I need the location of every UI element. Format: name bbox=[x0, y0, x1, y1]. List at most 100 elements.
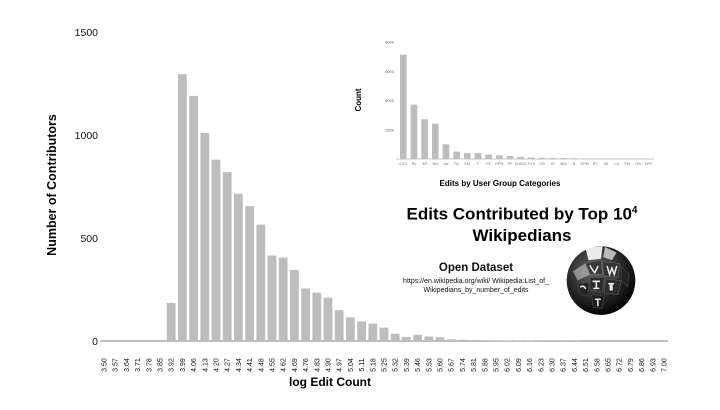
x-tick-label: 4.62 bbox=[281, 358, 288, 372]
inset-x-tick-label: MM bbox=[560, 162, 566, 166]
y-tick-label: 1500 bbox=[75, 27, 99, 39]
histogram-bar bbox=[424, 336, 433, 341]
x-tick-label: 3.85 bbox=[158, 358, 165, 372]
x-tick-label: 3.92 bbox=[169, 358, 176, 372]
x-tick-label: 5.81 bbox=[471, 358, 478, 372]
x-tick-label: 6.51 bbox=[583, 358, 590, 372]
inset-bar bbox=[581, 158, 588, 159]
histogram-bar bbox=[469, 340, 478, 341]
histogram-bar bbox=[335, 310, 344, 341]
x-tick-label: 6.02 bbox=[505, 358, 512, 372]
inset-bar bbox=[443, 144, 450, 159]
x-tick-label: 4.55 bbox=[270, 358, 277, 372]
inset-x-tick-label: EPM bbox=[581, 162, 589, 166]
x-tick-label: 6.09 bbox=[516, 358, 523, 372]
histogram-bar bbox=[178, 74, 187, 341]
inset-bar bbox=[432, 124, 439, 159]
histogram-bar bbox=[268, 256, 277, 341]
inset-x-tick-label: SYS bbox=[528, 162, 536, 166]
title-exponent: 4 bbox=[632, 205, 638, 216]
x-tick-label: 5.18 bbox=[370, 358, 377, 372]
inset-bar bbox=[549, 158, 556, 159]
x-tick-label: 4.48 bbox=[258, 358, 265, 372]
inset-x-tick-label: EXC bbox=[399, 162, 407, 166]
inset-x-tick-label: IM bbox=[604, 162, 608, 166]
y-tick-label: 500 bbox=[80, 233, 98, 245]
x-tick-label: 4.97 bbox=[337, 358, 344, 372]
inset-x-tick-label: Cu bbox=[614, 162, 619, 166]
x-tick-label: 5.11 bbox=[359, 358, 366, 371]
histogram-bar bbox=[256, 225, 265, 341]
inset-bars bbox=[400, 55, 652, 159]
x-tick-label: 5.95 bbox=[494, 358, 501, 372]
histogram-bar bbox=[436, 337, 445, 341]
histogram-bar bbox=[324, 298, 333, 341]
histogram-bar bbox=[480, 340, 489, 341]
x-tick-label: 3.71 bbox=[135, 358, 142, 372]
x-tick-label: 4.41 bbox=[247, 358, 254, 372]
x-tick-label: 6.37 bbox=[561, 358, 568, 372]
dataset-heading: Open Dataset bbox=[396, 262, 556, 274]
histogram-bar bbox=[279, 258, 288, 341]
inset-x-tick-label: Re bbox=[454, 162, 459, 166]
x-tick-label: 6.16 bbox=[527, 358, 534, 372]
x-tick-label: 3.50 bbox=[102, 358, 109, 372]
inset-x-tick-label: B bbox=[573, 162, 576, 166]
x-tick-label: 6.44 bbox=[572, 358, 579, 372]
inset-x-tick-label: CR bbox=[539, 162, 545, 166]
histogram-bar bbox=[413, 335, 422, 341]
x-tick-label: 7.00 bbox=[662, 358, 669, 372]
histogram-bar bbox=[312, 293, 321, 341]
x-tick-label: 6.93 bbox=[650, 358, 657, 372]
x-tick-label: 4.83 bbox=[314, 358, 321, 372]
inset-y-tick-label: 2000 bbox=[385, 128, 395, 133]
inset-x-tick-label: FE bbox=[486, 162, 491, 166]
inset-x-axis-label: Edits by User Group Categories bbox=[440, 179, 561, 188]
x-tick-label: 6.23 bbox=[538, 358, 545, 372]
inset-bar bbox=[496, 155, 503, 159]
histogram-bar bbox=[503, 340, 512, 341]
dataset-note: Open Dataset https://en.wikipedia.org/wi… bbox=[396, 262, 556, 295]
histogram-bar bbox=[391, 334, 400, 341]
x-tick-label: 4.20 bbox=[214, 358, 221, 372]
inset-bar bbox=[517, 157, 524, 159]
x-axis-label: log Edit Count bbox=[289, 375, 371, 389]
inset-y-axis-label: Count bbox=[354, 88, 363, 111]
x-tick-label: 5.46 bbox=[415, 358, 422, 372]
histogram-bar bbox=[212, 160, 221, 341]
x-tick-label: 6.58 bbox=[594, 358, 601, 372]
inset-y-tick-label: 6000 bbox=[385, 69, 395, 74]
x-tick-label: 5.04 bbox=[348, 358, 355, 372]
x-tick-label: 3.99 bbox=[180, 358, 187, 372]
histogram-bar bbox=[447, 339, 456, 341]
histogram-bar bbox=[402, 337, 411, 341]
histogram-bar bbox=[167, 303, 176, 341]
dataset-url: https://en.wikipedia.org/wiki/ Wikipedia… bbox=[396, 277, 556, 295]
x-tick-label: 5.60 bbox=[438, 358, 445, 372]
inset-bar bbox=[400, 55, 407, 159]
inset-x-tick-label: PP bbox=[507, 162, 513, 166]
inset-y-tick-label: 8000 bbox=[385, 39, 395, 44]
x-tick-label: 4.90 bbox=[326, 358, 333, 372]
x-tick-label: 5.74 bbox=[460, 358, 467, 372]
inset-bar bbox=[528, 158, 535, 159]
inset-x-tick-label: EM bbox=[464, 162, 470, 166]
inset-x-tick-label: EPM bbox=[495, 162, 503, 166]
inset-x-tick-label: EMOG bbox=[515, 162, 527, 166]
inset-bar bbox=[475, 153, 482, 159]
inset-x-tick-label: PC bbox=[593, 162, 599, 166]
inset-bar bbox=[507, 156, 514, 159]
x-tick-label: 5.67 bbox=[449, 358, 456, 372]
inset-x-tick-label: AP bbox=[422, 162, 428, 166]
histogram-bar bbox=[368, 323, 377, 341]
x-tick-label: 3.57 bbox=[113, 358, 120, 372]
inset-x-tick-label: Ro bbox=[412, 162, 417, 166]
x-tick-label: 6.72 bbox=[617, 358, 624, 372]
y-axis-label: Number of Contributors bbox=[45, 114, 59, 256]
histogram-bar bbox=[357, 321, 366, 341]
inset-x-tick-label: EPP bbox=[645, 162, 653, 166]
